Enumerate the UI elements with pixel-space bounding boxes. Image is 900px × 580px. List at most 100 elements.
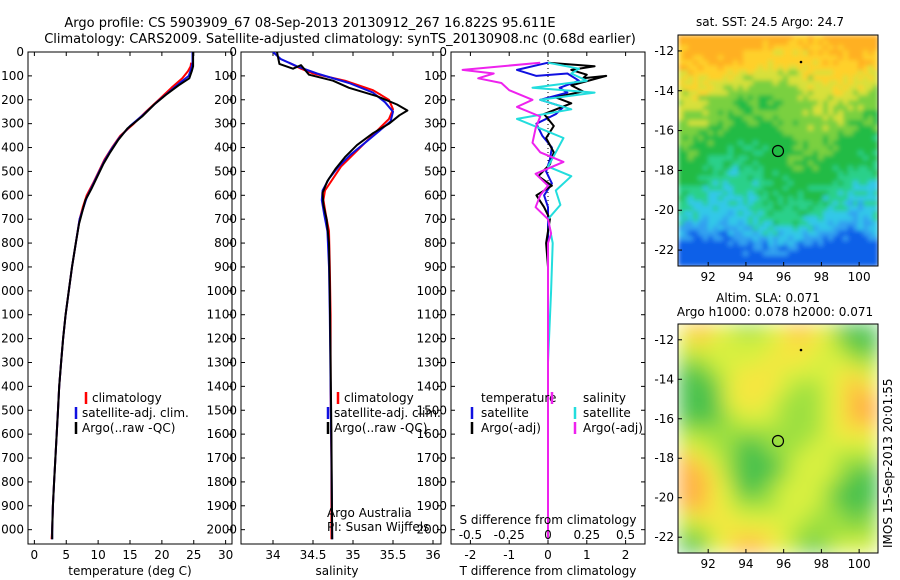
- sst-cell: [853, 70, 859, 76]
- sst-cell: [678, 225, 684, 232]
- sst-cell: [778, 195, 784, 202]
- sst-cell: [688, 55, 694, 61]
- sst-cell: [803, 190, 809, 197]
- sst-cell: [768, 190, 774, 197]
- sla-cell: [835, 438, 850, 454]
- sla-cell: [806, 481, 822, 497]
- sst-cell: [733, 50, 739, 56]
- sst-cell: [773, 110, 779, 116]
- sst-cell: [863, 110, 869, 116]
- sst-cell: [823, 235, 829, 242]
- sst-cell: [833, 225, 839, 232]
- sst-cell: [873, 135, 878, 141]
- sst-cell: [828, 185, 834, 192]
- sst-cell: [833, 210, 839, 217]
- sst-cell: [873, 90, 878, 96]
- sst-cell: [693, 261, 699, 266]
- sst-cell: [783, 235, 789, 242]
- sst-cell: [753, 115, 759, 121]
- sst-cell: [808, 90, 814, 96]
- sst-cell: [693, 210, 699, 217]
- sst-cell: [818, 155, 824, 162]
- sst-cell: [873, 245, 878, 252]
- sst-cell: [678, 130, 684, 136]
- sst-cell: [783, 135, 789, 141]
- sst-cell: [778, 180, 784, 187]
- sla-cell: [720, 524, 736, 540]
- sst-cell: [743, 135, 749, 141]
- sst-cell: [868, 200, 874, 207]
- sst-cell: [808, 155, 814, 162]
- sst-cell: [763, 70, 769, 76]
- sst-cell: [708, 50, 714, 56]
- sst-cell: [743, 185, 749, 192]
- sla-cell: [678, 424, 693, 440]
- sst-cell: [683, 175, 689, 182]
- sst-cell: [688, 115, 694, 121]
- sst-cell: [743, 245, 749, 252]
- sst-cell: [688, 165, 694, 172]
- sst-cell: [848, 110, 854, 116]
- depth-tick-label: 1100: [206, 308, 237, 322]
- sst-cell: [798, 95, 804, 101]
- sst-cell: [768, 115, 774, 121]
- chart-title-line2: Climatology: CARS2009. Satellite-adjuste…: [44, 32, 636, 47]
- sst-cell: [813, 261, 819, 266]
- sst-cell: [713, 35, 719, 41]
- sla-cell: [778, 524, 793, 540]
- sst-cell: [783, 220, 789, 227]
- sst-cell: [828, 55, 834, 61]
- sst-cell: [738, 160, 744, 167]
- sst-cell: [848, 105, 854, 111]
- sst-cell: [858, 235, 864, 242]
- sla-cell: [678, 338, 693, 354]
- sst-cell: [758, 261, 764, 266]
- sst-cell: [718, 40, 724, 46]
- sla-cell: [849, 324, 865, 339]
- sst-cell: [773, 40, 779, 46]
- sst-cell: [823, 80, 829, 86]
- sst-cell: [698, 95, 704, 101]
- sst-cell: [868, 150, 874, 157]
- sst-cell: [708, 245, 714, 252]
- sst-cell: [828, 230, 834, 237]
- sst-cell: [678, 205, 684, 212]
- sst-cell: [853, 75, 859, 81]
- sst-cell: [803, 70, 809, 76]
- sst-cell: [833, 80, 839, 86]
- sst-cell: [863, 75, 869, 81]
- sst-cell: [708, 235, 714, 242]
- sla-cell: [849, 352, 865, 368]
- sst-cell: [683, 165, 689, 172]
- sla-cell: [749, 352, 765, 368]
- sst-cell: [748, 110, 754, 116]
- sst-cell: [858, 185, 864, 192]
- sst-cell: [683, 256, 689, 262]
- sst-cell: [708, 220, 714, 227]
- sst-cell: [703, 100, 709, 106]
- sst-cell: [748, 245, 754, 252]
- sst-cell: [693, 235, 699, 242]
- sst-cell: [698, 60, 704, 66]
- sst-cell: [828, 145, 834, 152]
- sst-cell: [748, 185, 754, 192]
- sst-cell: [708, 75, 714, 81]
- sst-cell: [678, 40, 684, 46]
- sla-cell: [763, 481, 779, 497]
- sst-cell: [683, 135, 689, 141]
- sst-cell: [783, 170, 789, 177]
- sst-cell: [808, 205, 814, 212]
- sst-cell: [733, 170, 739, 177]
- sst-cell: [843, 170, 849, 177]
- sst-cell: [843, 115, 849, 121]
- sla-cell: [792, 424, 808, 440]
- sst-cell: [743, 225, 749, 232]
- sst-cell: [748, 35, 754, 41]
- sst-cell: [733, 70, 739, 76]
- map-y-tick-label: -14: [654, 372, 674, 386]
- sst-cell: [723, 155, 729, 162]
- sst-cell: [728, 80, 734, 86]
- sst-cell: [798, 100, 804, 106]
- legend-label-climatology: climatology: [92, 391, 162, 405]
- sst-cell: [708, 145, 714, 152]
